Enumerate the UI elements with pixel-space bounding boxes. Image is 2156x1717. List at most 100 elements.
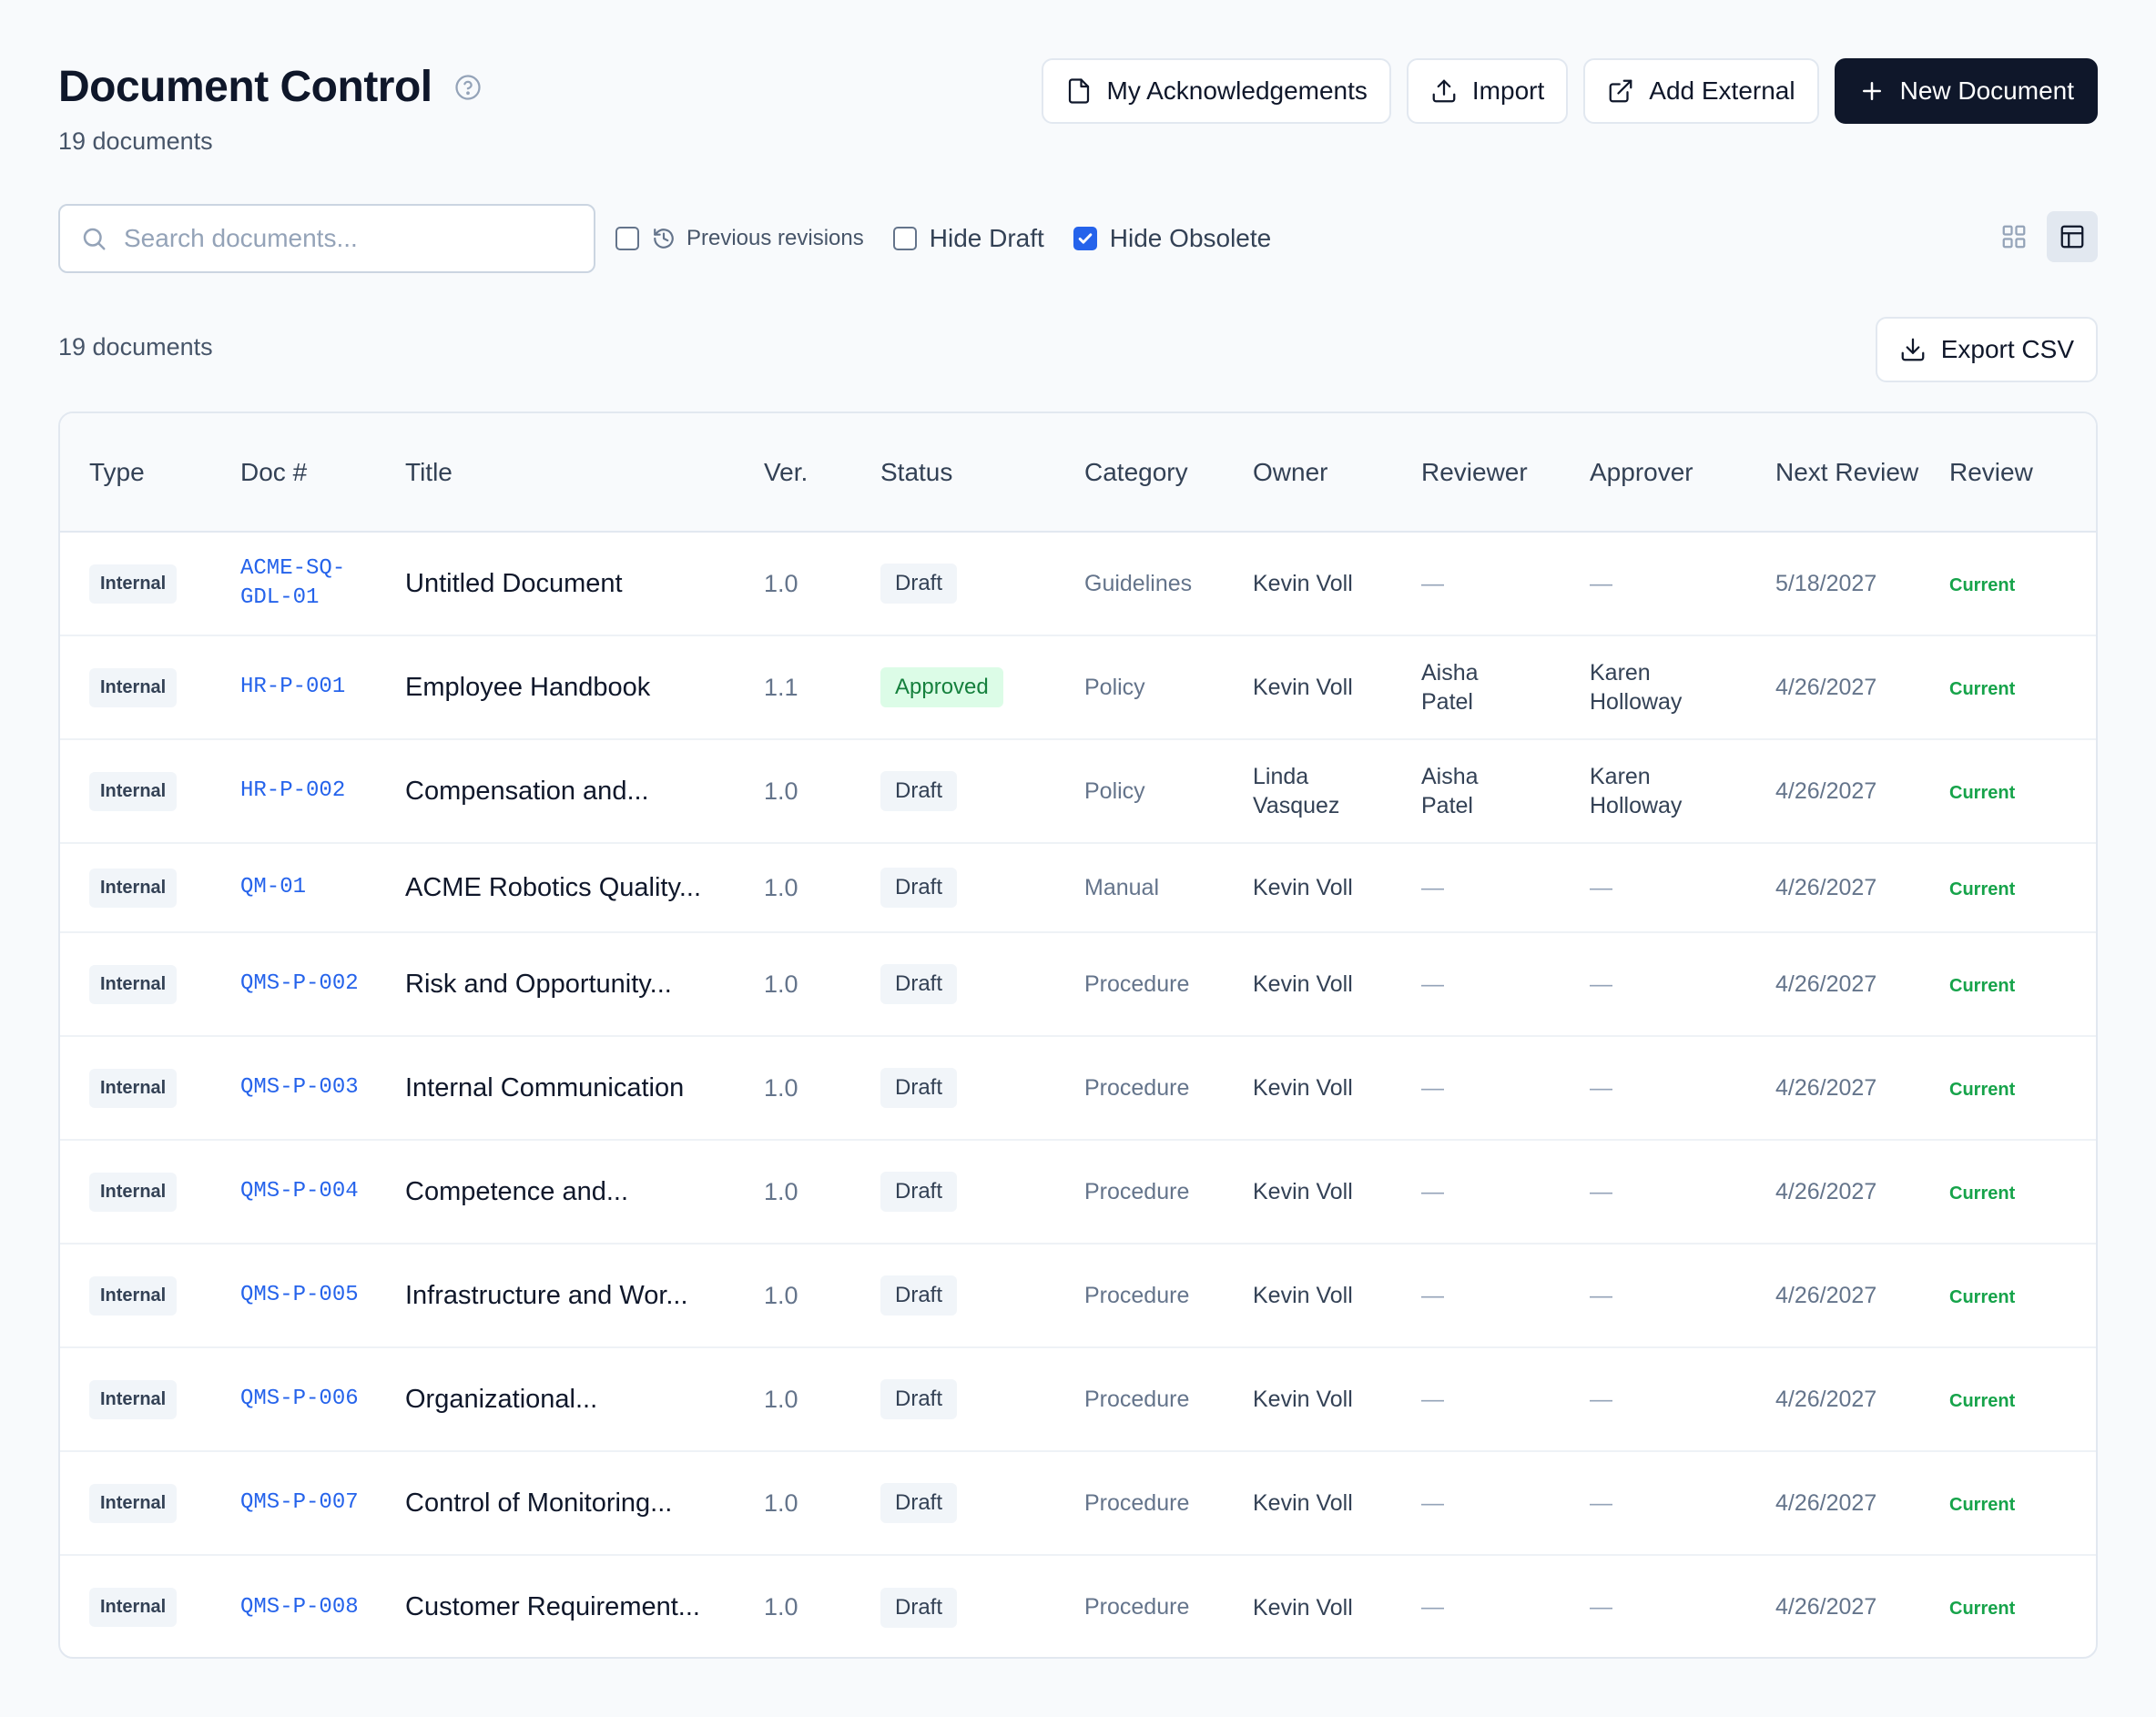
- doc-number-link[interactable]: HR-P-002: [240, 778, 346, 803]
- cell-type: Internal: [60, 932, 211, 1036]
- cell-version: 1.0: [735, 1347, 851, 1451]
- cell-version: 1.0: [735, 932, 851, 1036]
- new-document-button[interactable]: New Document: [1834, 58, 2098, 124]
- empty-value: —: [1590, 970, 1612, 997]
- version-value: 1.0: [764, 873, 798, 901]
- approver-value: Karen Holloway: [1590, 660, 1683, 715]
- external-link-icon: [1609, 79, 1632, 103]
- column-header-review[interactable]: Review: [1920, 413, 2096, 533]
- hide-obsolete-filter[interactable]: Hide Obsolete: [1073, 224, 1271, 253]
- document-title[interactable]: Employee Handbook: [405, 672, 651, 702]
- table-row[interactable]: Internal QMS-P-003 Internal Communication 1…: [60, 1036, 2096, 1140]
- version-value: 1.0: [764, 777, 798, 805]
- type-badge: Internal: [89, 1379, 178, 1419]
- document-title[interactable]: Control of Monitoring...: [405, 1488, 673, 1518]
- table-row[interactable]: Internal HR-P-002 Compensation and... 1.0 Dr…: [60, 739, 2096, 843]
- cell-review: Current: [1920, 1140, 2096, 1244]
- hide-obsolete-checkbox[interactable]: [1073, 227, 1097, 250]
- document-title[interactable]: Untitled Document: [405, 568, 623, 598]
- column-header-owner[interactable]: Owner: [1224, 413, 1392, 533]
- table-row[interactable]: Internal QMS-P-005 Infrastructure and Wor.…: [60, 1244, 2096, 1347]
- table-icon: [2060, 225, 2084, 249]
- empty-value: —: [1590, 874, 1612, 900]
- document-title[interactable]: Customer Requirement...: [405, 1592, 700, 1621]
- doc-number-link[interactable]: QMS-P-008: [240, 1594, 359, 1620]
- table-row[interactable]: Internal QMS-P-004 Competence and... 1.0 Dra…: [60, 1140, 2096, 1244]
- table-row[interactable]: Internal QMS-P-006 Organizational... 1.0 Dra…: [60, 1347, 2096, 1451]
- cell-version: 1.1: [735, 635, 851, 739]
- category-value: Procedure: [1084, 1489, 1190, 1516]
- filter-options: Previous revisions Hide Draft Hide Obsol…: [615, 204, 1271, 273]
- column-header-type[interactable]: Type: [60, 413, 211, 533]
- column-header-approver[interactable]: Approver: [1561, 413, 1746, 533]
- category-value: Policy: [1084, 674, 1145, 700]
- table-row[interactable]: Internal QMS-P-007 Control of Monitoring..…: [60, 1451, 2096, 1555]
- doc-number-link[interactable]: QMS-P-002: [240, 971, 359, 996]
- file-icon: [1068, 78, 1089, 104]
- my-acknowledgements-button[interactable]: My Acknowledgements: [1041, 58, 1391, 124]
- cell-next-review: 5/18/2027: [1746, 532, 1920, 635]
- table-row[interactable]: Internal ACME-SQ-GDL-01 Untitled Document 1…: [60, 532, 2096, 635]
- document-title[interactable]: ACME Robotics Quality...: [405, 872, 702, 902]
- category-value: Procedure: [1084, 1282, 1190, 1308]
- review-status: Current: [1949, 574, 2016, 595]
- cell-category: Procedure: [1055, 1451, 1224, 1555]
- document-title[interactable]: Competence and...: [405, 1176, 629, 1206]
- doc-number-link[interactable]: QMS-P-004: [240, 1179, 359, 1204]
- search-box[interactable]: [58, 204, 595, 273]
- owner-value: Kevin Voll: [1253, 1075, 1353, 1101]
- table-row[interactable]: Internal HR-P-001 Employee Handbook 1.1 Appr…: [60, 635, 2096, 739]
- column-header-title[interactable]: Title: [376, 413, 735, 533]
- doc-number-link[interactable]: QMS-P-005: [240, 1283, 359, 1307]
- previous-revisions-checkbox[interactable]: [615, 227, 639, 250]
- cell-approver: —: [1561, 1036, 1746, 1140]
- new-document-label: New Document: [1899, 76, 2074, 105]
- cell-owner: Kevin Voll: [1224, 1140, 1392, 1244]
- export-csv-button[interactable]: Export CSV: [1875, 317, 2098, 382]
- doc-number-link[interactable]: ACME-SQ-GDL-01: [240, 556, 346, 610]
- empty-value: —: [1590, 1074, 1612, 1101]
- column-header-category[interactable]: Category: [1055, 413, 1224, 533]
- cell-next-review: 4/26/2027: [1746, 635, 1920, 739]
- doc-number-link[interactable]: HR-P-001: [240, 675, 346, 699]
- import-button[interactable]: Import: [1406, 58, 1569, 124]
- doc-number-link[interactable]: QMS-P-007: [240, 1490, 359, 1515]
- document-count-subtitle: 19 documents: [58, 127, 213, 155]
- doc-number-link[interactable]: QMS-P-003: [240, 1075, 359, 1100]
- owner-value: Kevin Voll: [1253, 875, 1353, 900]
- document-title[interactable]: Compensation and...: [405, 776, 649, 806]
- document-title[interactable]: Risk and Opportunity...: [405, 969, 672, 999]
- table-view-button[interactable]: [2047, 211, 2098, 262]
- hide-draft-filter[interactable]: Hide Draft: [892, 224, 1044, 253]
- doc-number-link[interactable]: QM-01: [240, 875, 307, 899]
- column-header-doc-number[interactable]: Doc #: [211, 413, 376, 533]
- grid-view-button[interactable]: [1988, 211, 2039, 262]
- doc-number-link[interactable]: QMS-P-006: [240, 1387, 359, 1411]
- table-row[interactable]: Internal QMS-P-002 Risk and Opportunity...…: [60, 932, 2096, 1036]
- documents-table: Type Doc # Title Ver. Status Category Ow…: [60, 413, 2096, 1657]
- column-header-version[interactable]: Ver.: [735, 413, 851, 533]
- cell-type: Internal: [60, 532, 211, 635]
- search-input[interactable]: [124, 224, 561, 253]
- empty-value: —: [1421, 1178, 1444, 1204]
- cell-type: Internal: [60, 843, 211, 932]
- previous-revisions-filter[interactable]: Previous revisions: [615, 226, 864, 251]
- column-header-next-review[interactable]: Next Review: [1746, 413, 1920, 533]
- owner-value: Kevin Voll: [1253, 971, 1353, 997]
- table-row[interactable]: Internal QM-01 ACME Robotics Quality... 1.0…: [60, 843, 2096, 932]
- column-header-reviewer[interactable]: Reviewer: [1392, 413, 1561, 533]
- owner-value: Linda Vasquez: [1253, 764, 1340, 818]
- cell-reviewer: Aisha Patel: [1392, 739, 1561, 843]
- document-title[interactable]: Infrastructure and Wor...: [405, 1280, 688, 1310]
- document-title[interactable]: Organizational...: [405, 1384, 598, 1414]
- column-header-status[interactable]: Status: [851, 413, 1055, 533]
- document-title[interactable]: Internal Communication: [405, 1072, 685, 1102]
- help-circle-icon[interactable]: [454, 74, 482, 101]
- add-external-button[interactable]: Add External: [1583, 58, 1819, 124]
- cell-doc-number: QMS-P-003: [211, 1036, 376, 1140]
- status-badge: Draft: [880, 1587, 958, 1628]
- table-row[interactable]: Internal QMS-P-008 Customer Requirement...…: [60, 1555, 2096, 1657]
- category-value: Policy: [1084, 777, 1145, 804]
- hide-draft-checkbox[interactable]: [892, 227, 917, 250]
- version-value: 1.0: [764, 1177, 798, 1205]
